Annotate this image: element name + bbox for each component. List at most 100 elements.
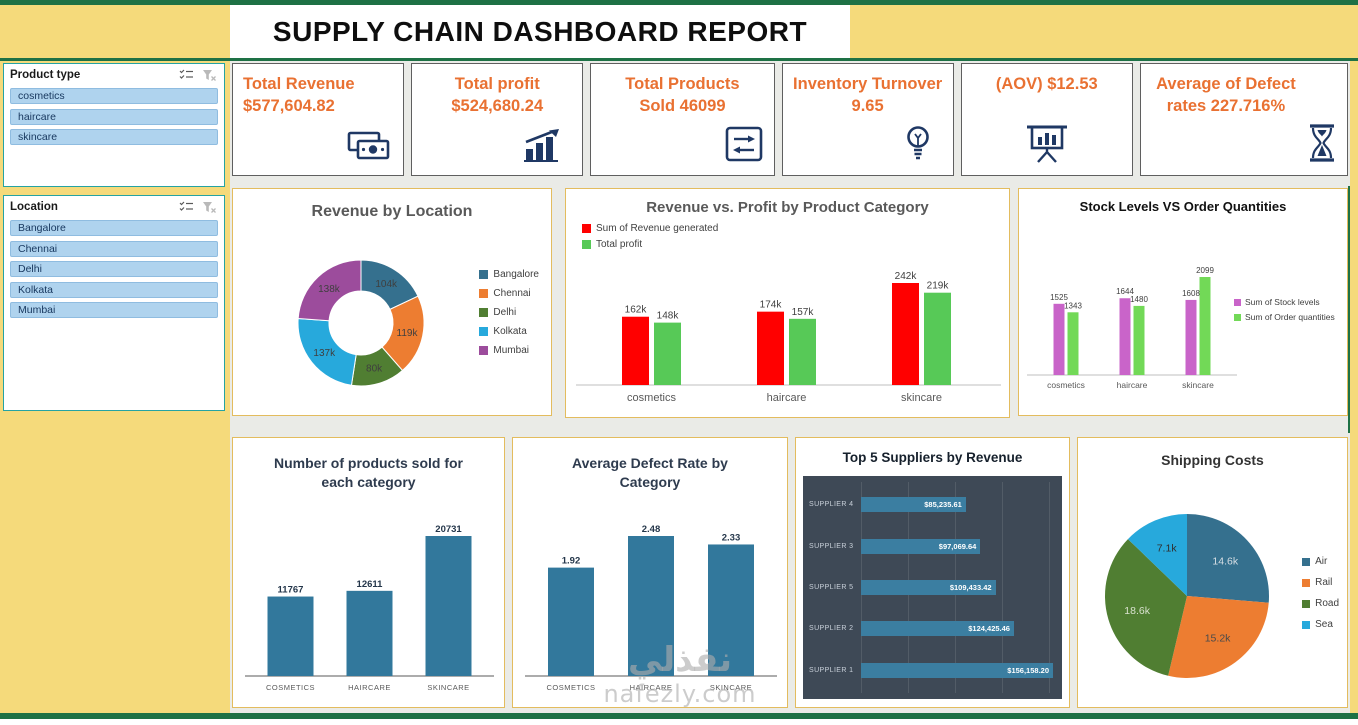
bar xyxy=(654,322,681,385)
slicer-location: Location Bangalore Chennai Delhi Kolkata Mum… xyxy=(3,195,225,411)
header-right-band xyxy=(850,5,1358,58)
chart-products-sold: Number of products sold for each categor… xyxy=(232,437,505,708)
legend-swatch xyxy=(479,289,489,298)
bar xyxy=(1053,303,1065,375)
kpi-value: 9.65 xyxy=(851,96,884,115)
slicer-item-haircare[interactable]: haircare xyxy=(10,108,218,125)
legend-label: Chennai xyxy=(493,288,531,299)
slicer-item-kolkata[interactable]: Kolkata xyxy=(10,281,218,298)
slicer-item-mumbai[interactable]: Mumbai xyxy=(10,302,218,318)
chart-title: Stock Levels VS Order Quantities xyxy=(1079,199,1287,214)
clear-filter-icon[interactable] xyxy=(200,68,218,82)
data-label: 15.2k xyxy=(1205,633,1231,645)
bar-value-label: 219k xyxy=(927,281,950,292)
slicer-item-chennai[interactable]: Chennai xyxy=(10,240,218,257)
data-label: 119k xyxy=(397,328,419,339)
bar-value-label: 2099 xyxy=(1196,266,1214,275)
kpi-inventory-turnover: Inventory Turnover 9.65 xyxy=(781,63,954,176)
slicer-product-type: Product type cosmetics haircare skincare xyxy=(3,63,225,187)
kpi-average-defect-rate: Average of Defect rates 227.716% xyxy=(1139,63,1349,176)
kpi-aov: (AOV) $12.53 xyxy=(960,63,1133,176)
right-border xyxy=(1348,186,1350,433)
data-label: 14.6k xyxy=(1212,555,1238,567)
clear-filter-icon[interactable] xyxy=(200,200,218,214)
bar-chart: 1.92 COSMETICS 2.48 HAIRCARE 2.33 SKINCARE xyxy=(525,524,777,692)
bar-value-label: 157k xyxy=(792,307,815,318)
money-icon xyxy=(347,130,393,169)
slicer-item-skincare[interactable]: skincare xyxy=(10,129,218,145)
kpi-value: $524,680.24 xyxy=(451,96,544,115)
data-label: 104k xyxy=(375,279,398,290)
bottom-margin xyxy=(0,719,1358,725)
kpi-label: Total Products Sold xyxy=(625,75,740,115)
slicer-items: Bangalore Chennai Delhi Kolkata Mumbai xyxy=(4,216,224,327)
legend-item: Sum of Revenue generated xyxy=(582,223,718,234)
bar xyxy=(708,544,754,676)
supplier-label: SUPPLIER 1 xyxy=(809,666,854,674)
category-label: skincare xyxy=(1182,380,1214,390)
slicer-header: Location xyxy=(4,196,224,216)
multi-select-icon[interactable] xyxy=(177,200,195,214)
chart-title: Number of products sold for each categor… xyxy=(274,455,463,490)
legend-item: Bangalore xyxy=(479,269,539,280)
chart-legend: Bangalore Chennai Delhi Kolkata Mumbai xyxy=(479,269,539,356)
supplier-row: SUPPLIER 1 $156,158.20 xyxy=(809,662,1056,678)
kpi-label: Total profit xyxy=(454,75,540,93)
data-label: 18.6k xyxy=(1124,605,1150,617)
slicer-header: Product type xyxy=(4,64,224,84)
bar-chart: 11767 COSMETICS 12611 HAIRCARE 20731 SKINCARE xyxy=(245,524,494,692)
grouped-bar-chart: 162k 148k cosmetics 174k 157k haircare 242k 219… xyxy=(576,271,1001,404)
chart-legend: Air Rail Road Sea xyxy=(1302,556,1339,630)
bar xyxy=(1067,312,1079,375)
chart-title: Revenue by Location xyxy=(311,203,473,220)
legend-item: Mumbai xyxy=(479,345,539,356)
category-label: cosmetics xyxy=(1047,380,1085,390)
supplier-label: SUPPLIER 3 xyxy=(809,542,854,550)
chart-title: Revenue vs. Profit by Product Category xyxy=(646,199,929,216)
bar xyxy=(346,590,393,676)
bar xyxy=(1133,305,1145,375)
legend-label: Sum of Stock levels xyxy=(1245,297,1320,307)
kpi-label: Total Revenue xyxy=(243,75,355,93)
presentation-board-icon xyxy=(1025,124,1069,171)
legend-label: Air xyxy=(1315,556,1328,567)
legend-label: Rail xyxy=(1315,577,1333,588)
category-label: SKINCARE xyxy=(427,683,469,692)
kpi-row: Total Revenue $577,604.82 Total profit $… xyxy=(232,63,1349,176)
legend-label: Road xyxy=(1315,598,1339,609)
pie-slice-sea xyxy=(1127,514,1187,596)
chart-title: Shipping Costs xyxy=(1161,452,1264,468)
bar-value-label: 1644 xyxy=(1116,287,1134,296)
bar: $109,433.42 xyxy=(861,579,996,595)
slicer-item-delhi[interactable]: Delhi xyxy=(10,261,218,277)
multi-select-icon[interactable] xyxy=(177,68,195,82)
category-label: skincare xyxy=(901,392,942,404)
chart-stock-vs-orders: Stock Levels VS Order Quantities 1525 134… xyxy=(1018,188,1348,416)
data-label: 80k xyxy=(366,364,383,375)
legend-label: Kolkata xyxy=(493,326,527,337)
bar-value-label: 162k xyxy=(625,305,648,316)
bar: $156,158.20 xyxy=(861,662,1053,678)
supplier-label: SUPPLIER 5 xyxy=(809,583,854,591)
legend-item: Rail xyxy=(1302,577,1339,588)
bar-value-label: 2.48 xyxy=(642,524,661,535)
donut-chart: 104k 119k 80k 137k 138k xyxy=(297,259,425,387)
chart-revenue-by-location: Revenue by Location 104k 119k 80k 137k 138k … xyxy=(232,188,552,416)
chart-defect-rate: Average Defect Rate by Category 1.92 COSM… xyxy=(512,437,788,708)
bar xyxy=(1185,299,1197,375)
data-label: 137k xyxy=(313,348,336,359)
chart-revenue-vs-profit: Revenue vs. Profit by Product Category S… xyxy=(565,188,1010,418)
slicer-item-cosmetics[interactable]: cosmetics xyxy=(10,88,218,104)
supplier-row: SUPPLIER 5 $109,433.42 xyxy=(809,579,1056,595)
chart-legend: Sum of Stock levels Sum of Order quantiti… xyxy=(1234,297,1344,322)
legend-label: Bangalore xyxy=(493,269,539,280)
slicer-item-bangalore[interactable]: Bangalore xyxy=(10,220,218,236)
bar-value-label: $97,069.64 xyxy=(938,541,977,551)
slicer-title: Location xyxy=(10,201,58,213)
legend-swatch xyxy=(1234,313,1241,321)
slicer-items: cosmetics haircare skincare xyxy=(4,84,224,154)
pie-slice-air xyxy=(1187,514,1269,603)
bar-value-label: $109,433.42 xyxy=(949,582,992,592)
